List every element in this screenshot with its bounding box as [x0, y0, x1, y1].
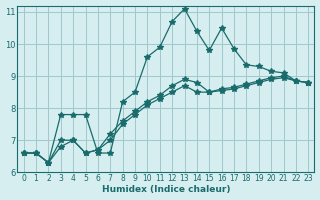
X-axis label: Humidex (Indice chaleur): Humidex (Indice chaleur): [102, 185, 230, 194]
